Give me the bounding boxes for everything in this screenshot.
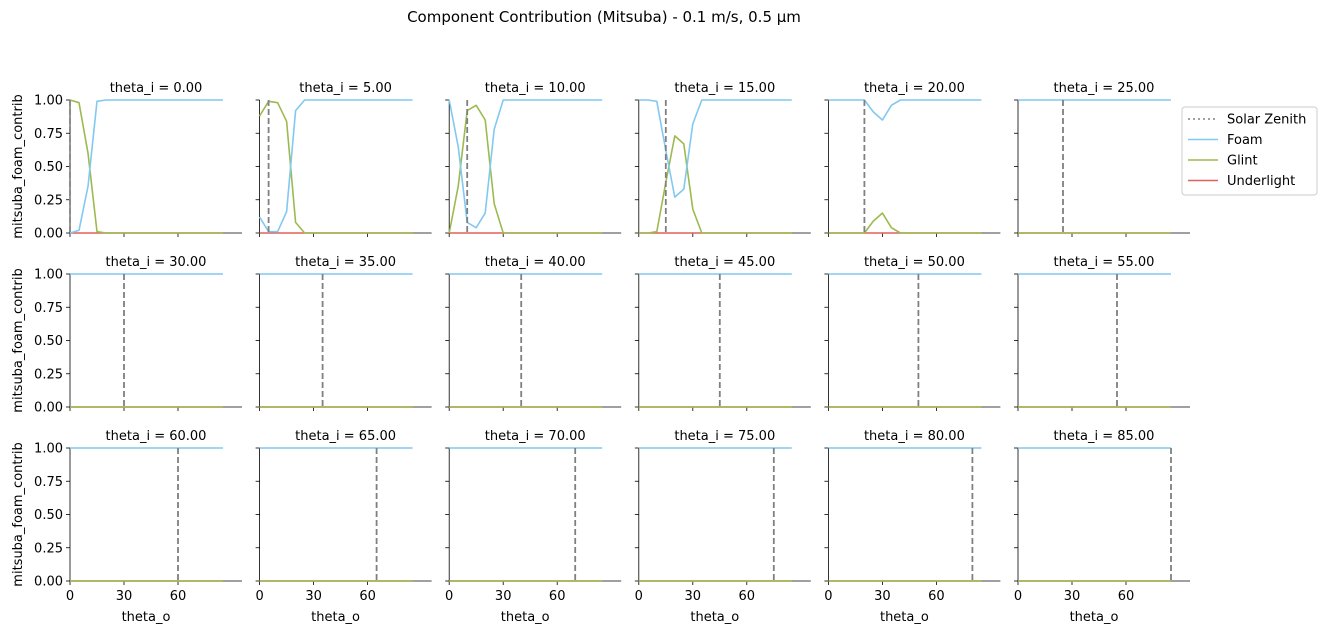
y-tick-label: 0.75 (34, 301, 63, 316)
x-tick-label: 0 (635, 589, 643, 604)
panel-title: theta_i = 65.00 (295, 429, 396, 444)
panel-title: theta_i = 35.00 (295, 255, 396, 270)
x-axis-label: theta_o (501, 610, 550, 625)
y-tick-label: 0.75 (34, 127, 63, 142)
x-tick-label: 30 (116, 589, 133, 604)
panel-2: theta_i = 5.00 (255, 81, 432, 237)
panel-title: theta_i = 75.00 (674, 429, 775, 444)
panel-12: theta_i = 55.00 (1014, 255, 1190, 411)
x-axis-label: theta_o (311, 610, 360, 625)
panel-title: theta_i = 5.00 (299, 81, 392, 96)
panel-1: theta_i = 0.00 0.00 0.25 0.50 0.75 1.00 mitsub… (11, 81, 242, 242)
panel-17: theta_i = 80.00 0 30 60 theta_o (824, 429, 1001, 625)
panel-title: theta_i = 15.00 (674, 81, 775, 96)
x-tick-label: 30 (874, 589, 891, 604)
legend-label-underlight: Underlight (1227, 174, 1295, 189)
panel-14: theta_i = 65.00 0 30 60 theta_o (255, 429, 432, 625)
y-tick-label: 0.00 (34, 575, 63, 590)
series-glint (258, 100, 413, 234)
y-axis-label: mitsuba_foam_contrib (11, 94, 26, 238)
panel-8: theta_i = 35.00 (255, 255, 432, 411)
panel-9: theta_i = 40.00 (445, 255, 622, 411)
panel-6: theta_i = 25.00 (1014, 81, 1190, 237)
y-tick-label: 0.25 (34, 367, 63, 382)
series-foam (828, 99, 982, 121)
x-tick-label: 30 (305, 589, 322, 604)
x-tick-label: 0 (1014, 589, 1022, 604)
legend-frame (1181, 106, 1318, 196)
y-tick-label: 1.00 (34, 442, 63, 457)
x-tick-label: 60 (359, 589, 376, 604)
series-foam (258, 99, 413, 233)
panel-title: theta_i = 60.00 (106, 429, 207, 444)
series-glint (69, 99, 223, 234)
y-tick-label: 0.25 (34, 193, 63, 208)
y-tick-label: 1.00 (34, 268, 63, 283)
panel-10: theta_i = 45.00 (634, 255, 811, 411)
y-axis-label: mitsuba_foam_contrib (11, 268, 26, 412)
y-tick-label: 0.00 (34, 401, 63, 416)
x-tick-label: 60 (549, 589, 566, 604)
panel-15: theta_i = 70.00 0 30 60 theta_o (445, 429, 622, 625)
panel-title: theta_i = 55.00 (1054, 255, 1155, 270)
panel-13: theta_i = 60.00 0.00 0.25 0.50 0.75 1.00 0 30 60… (11, 429, 242, 625)
x-tick-label: 0 (255, 589, 263, 604)
figure-title: Component Contribution (Mitsuba) - 0.1 m… (407, 8, 801, 26)
series-foam (638, 99, 792, 198)
panel-title: theta_i = 70.00 (485, 429, 586, 444)
panel-title: theta_i = 80.00 (864, 429, 965, 444)
y-tick-label: 0.50 (34, 160, 63, 175)
y-tick-label: 0.50 (34, 334, 63, 349)
x-tick-label: 60 (928, 589, 945, 604)
panel-title: theta_i = 50.00 (864, 255, 965, 270)
panel-title: theta_i = 30.00 (106, 255, 207, 270)
legend-label-glint: Glint (1227, 154, 1258, 169)
series-foam (69, 99, 223, 234)
y-tick-label: 0.75 (34, 475, 63, 490)
x-tick-label: 60 (1118, 589, 1135, 604)
x-axis-label: theta_o (122, 610, 171, 625)
panel-5: theta_i = 20.00 (824, 81, 1001, 237)
y-tick-label: 0.25 (34, 541, 63, 556)
x-axis-label: theta_o (1070, 610, 1119, 625)
panel-title: theta_i = 85.00 (1054, 429, 1155, 444)
x-tick-label: 0 (824, 589, 832, 604)
series-glint (448, 104, 603, 234)
legend-label-foam: Foam (1227, 133, 1263, 148)
panel-title: theta_i = 0.00 (110, 81, 203, 96)
x-axis-label: theta_o (880, 610, 929, 625)
panel-18: theta_i = 85.00 0 30 60 theta_o (1014, 429, 1190, 625)
panel-title: theta_i = 10.00 (485, 81, 586, 96)
y-axis-label: mitsuba_foam_contrib (11, 442, 26, 586)
panel-7: theta_i = 30.00 0.00 0.25 0.50 0.75 1.00 mitsu… (11, 255, 242, 416)
x-tick-label: 60 (170, 589, 187, 604)
x-tick-label: 0 (66, 589, 74, 604)
panel-title: theta_i = 25.00 (1054, 81, 1155, 96)
series-foam (448, 99, 603, 229)
panel-grid: theta_i = 0.00 0.00 0.25 0.50 0.75 1.00 mitsub… (11, 81, 1190, 625)
x-tick-label: 0 (445, 589, 453, 604)
panel-title: theta_i = 45.00 (674, 255, 775, 270)
panel-4: theta_i = 15.00 (634, 81, 811, 237)
x-axis-label: theta_o (690, 610, 739, 625)
series-glint (828, 212, 982, 234)
panel-title: theta_i = 40.00 (485, 255, 586, 270)
panel-3: theta_i = 10.00 (445, 81, 622, 237)
x-tick-label: 60 (739, 589, 756, 604)
x-tick-label: 30 (495, 589, 512, 604)
legend: Solar Zenith Foam Glint Underlight (1181, 106, 1318, 196)
x-tick-label: 30 (1064, 589, 1081, 604)
y-tick-label: 0.00 (34, 227, 63, 242)
y-tick-label: 0.50 (34, 508, 63, 523)
y-tick-label: 1.00 (34, 94, 63, 109)
x-tick-label: 30 (685, 589, 702, 604)
legend-label-solar-zenith: Solar Zenith (1227, 113, 1306, 128)
panel-title: theta_i = 20.00 (864, 81, 965, 96)
panel-11: theta_i = 50.00 (824, 255, 1001, 411)
series-glint (638, 135, 792, 234)
